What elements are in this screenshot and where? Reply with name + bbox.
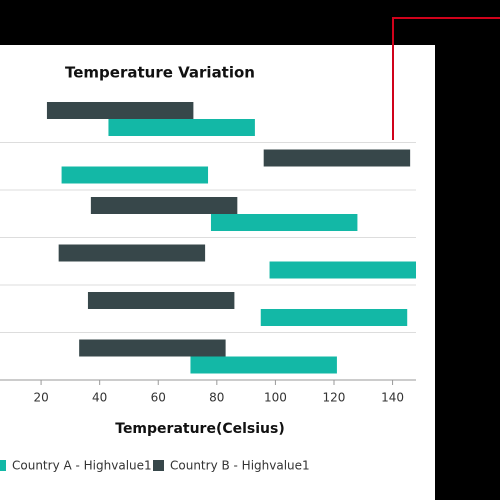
range-bar (58, 244, 206, 262)
range-bar (90, 197, 238, 214)
legend-swatch (0, 460, 6, 471)
range-bar (263, 149, 411, 167)
x-tick-label: 40 (92, 391, 107, 405)
x-tick-label: 60 (151, 391, 166, 405)
x-tick-label: 140 (381, 391, 404, 405)
range-bar (46, 102, 194, 119)
legend-swatch (153, 460, 164, 471)
range-bar (108, 119, 255, 136)
range-bar (269, 261, 416, 279)
range-bar (79, 339, 226, 357)
range-bar (190, 356, 337, 374)
range-bar (210, 214, 358, 231)
x-tick-label: 20 (33, 391, 48, 405)
x-tick-label: 100 (264, 391, 287, 405)
legend-label: Country A - Highvalue1 (12, 459, 152, 473)
range-bar (260, 309, 408, 326)
x-tick-label: 120 (323, 391, 346, 405)
range-bar (87, 292, 235, 309)
x-tick-label: 80 (209, 391, 224, 405)
x-axis-title: Temperature(Celsius) (115, 421, 285, 437)
chart-title: Temperature Variation (65, 64, 255, 82)
legend-label: Country B - Highvalue1 (170, 459, 310, 473)
selection-line (392, 17, 500, 140)
range-bar (61, 166, 209, 184)
